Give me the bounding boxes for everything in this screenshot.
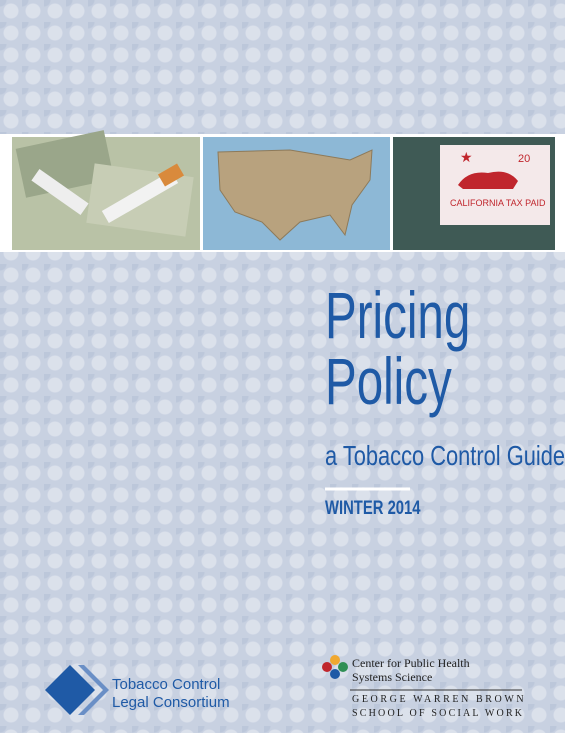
logo-text: Legal Consortium: [112, 694, 230, 711]
stamp-badge: 20: [518, 153, 530, 165]
subtitle: a Tobacco Control Guide: [325, 440, 565, 472]
logo-text: GEORGE WARREN BROWN: [352, 694, 526, 705]
artwork: ★ 20 CALIFORNIA TAX PAID: [0, 0, 565, 733]
logo-text: Systems Science: [352, 670, 432, 685]
photo-money: [12, 130, 200, 250]
logo-text: Tobacco Control: [112, 676, 220, 693]
logo-text: Center for Public Health: [352, 656, 470, 671]
photo-map: [203, 137, 390, 250]
logo-text: SCHOOL OF SOCIAL WORK: [352, 708, 524, 719]
center-logo: [322, 655, 348, 679]
title-line: Policy: [325, 348, 452, 414]
edition: WINTER 2014: [325, 498, 421, 520]
cover: ★ 20 CALIFORNIA TAX PAID Pricing Policy …: [0, 0, 565, 733]
stamp-text: CALIFORNIA TAX PAID: [450, 198, 546, 208]
tclc-logo: [45, 665, 109, 715]
star: ★: [460, 149, 473, 165]
title-line: Pricing: [325, 282, 470, 348]
photo-stamp: ★ 20 CALIFORNIA TAX PAID: [393, 137, 555, 250]
